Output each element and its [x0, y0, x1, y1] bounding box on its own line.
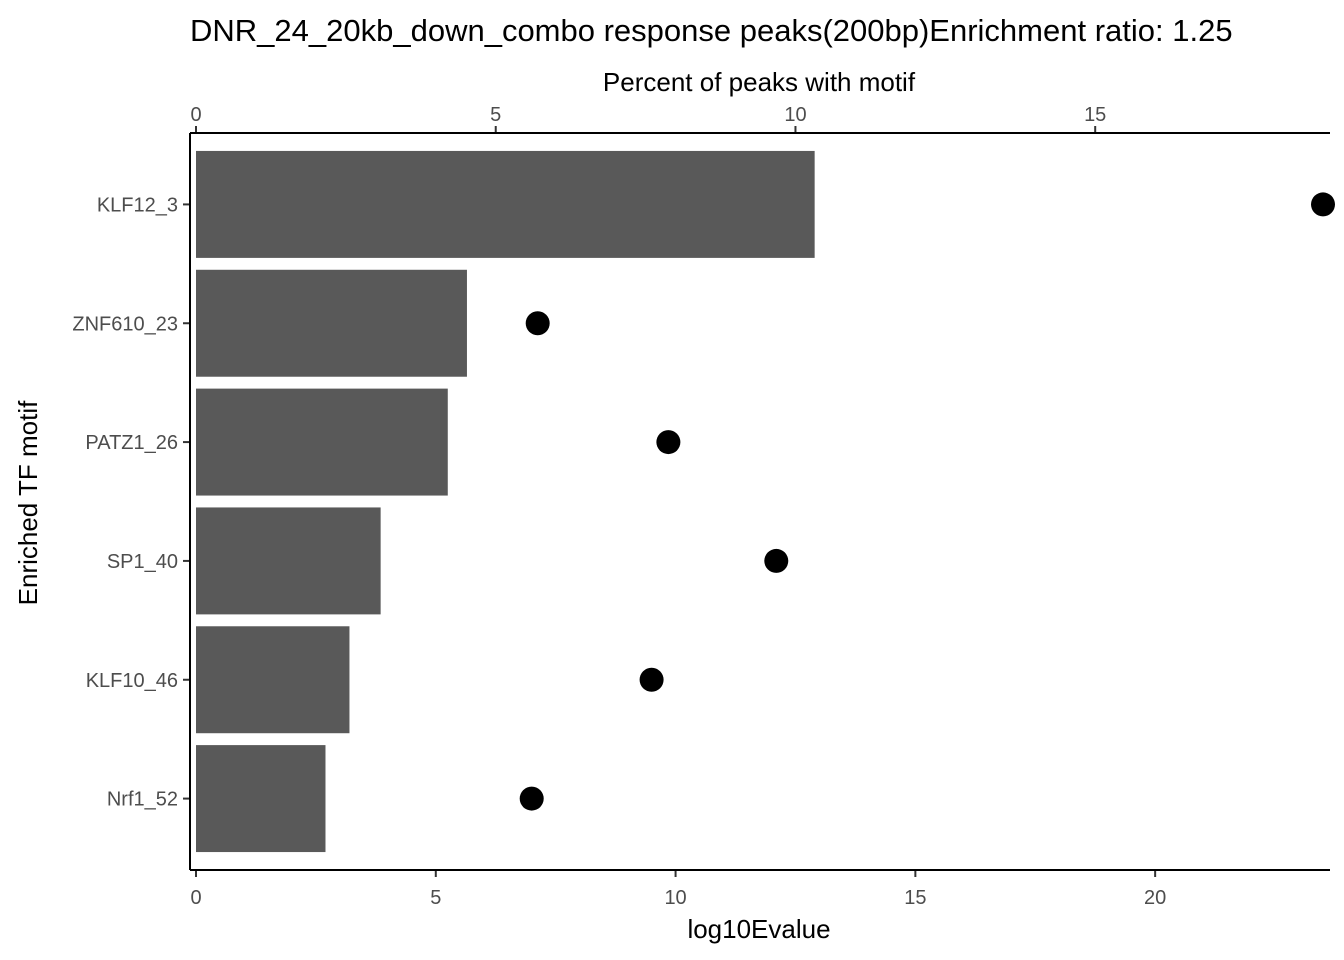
y-tick-label: PATZ1_26 [85, 432, 178, 454]
y-tick-label: KLF12_3 [97, 194, 178, 216]
x-tick-label: 5 [430, 887, 441, 909]
y-tick-label: ZNF610_23 [72, 313, 178, 335]
plot-area: KLF12_3 ZNF610_23 PATZ1_26 SP1_40 KLF10_46 Nr… [72, 104, 1335, 909]
chart-title: DNR_24_20kb_down_combo response peaks(20… [190, 13, 1233, 48]
x-tick-label: 15 [904, 887, 926, 909]
x-tick-label: 0 [190, 887, 201, 909]
point-KLF12_3 [1311, 192, 1335, 217]
x-tick-label: 20 [1144, 887, 1166, 909]
x2-tick-label: 10 [784, 104, 806, 126]
point-Nrf1_52 [519, 786, 544, 811]
bottom-axis-title: log10Evalue [687, 914, 830, 944]
bar-Nrf1_52 [196, 745, 326, 853]
bar-KLF10_46 [196, 626, 350, 734]
bar-PATZ1_26 [196, 388, 448, 496]
bar-KLF12_3 [196, 150, 815, 258]
top-axis-title: Percent of peaks with motif [603, 67, 916, 97]
y-tick-label: SP1_40 [107, 551, 178, 573]
point-ZNF610_23 [525, 311, 550, 336]
point-PATZ1_26 [656, 430, 681, 455]
point-KLF10_46 [639, 667, 664, 692]
y-axis-title: Enriched TF motif [13, 400, 43, 605]
point-SP1_40 [764, 548, 789, 573]
x2-tick-label: 15 [1084, 104, 1106, 126]
bar-ZNF610_23 [196, 269, 467, 377]
y-tick-label: Nrf1_52 [107, 789, 178, 811]
bar-SP1_40 [196, 507, 381, 615]
y-tick-label: KLF10_46 [86, 670, 178, 692]
x-tick-label: 10 [664, 887, 686, 909]
x2-tick-label: 5 [490, 104, 501, 126]
x2-tick-label: 0 [190, 104, 201, 126]
